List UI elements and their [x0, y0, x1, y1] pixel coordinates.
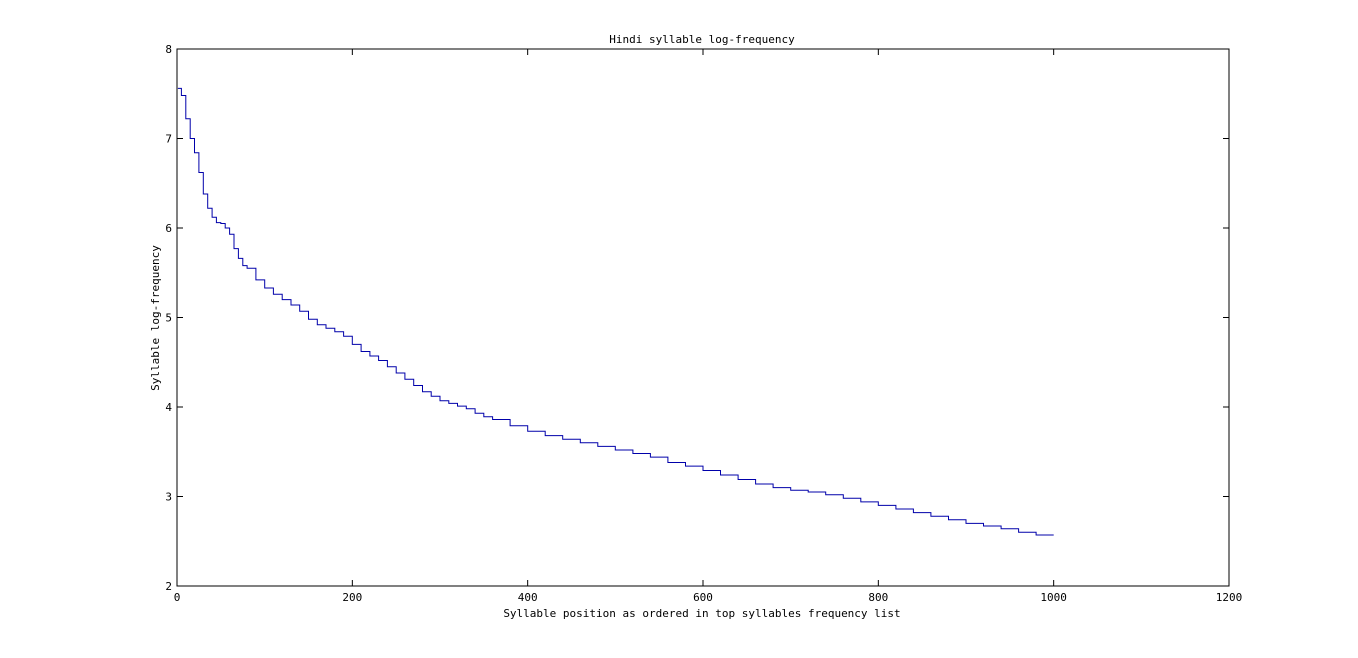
x-tick-label: 200 [342, 591, 362, 604]
x-tick-label: 600 [693, 591, 713, 604]
x-tick-label: 1000 [1040, 591, 1067, 604]
x-tick-label: 1200 [1216, 591, 1243, 604]
y-tick-label: 5 [165, 312, 172, 325]
axes-box [176, 48, 1230, 587]
x-axis-label: Syllable position as ordered in top syll… [503, 607, 900, 620]
y-tick-labels: 2 3 4 5 6 7 8 [165, 43, 172, 593]
plot-area [177, 87, 1054, 536]
y-tick-label: 6 [165, 222, 172, 235]
y-tick-label: 8 [165, 43, 172, 56]
x-tick-label: 0 [174, 591, 181, 604]
y-tick-label: 2 [165, 580, 172, 593]
y-tick-label: 4 [165, 401, 172, 414]
y-tick-label: 3 [165, 491, 172, 504]
y-tick-label: 7 [165, 133, 172, 146]
chart-title: Hindi syllable log-frequency [609, 33, 795, 46]
x-tick-labels: 0 200 400 600 800 1000 1200 [174, 591, 1243, 604]
series-line [177, 87, 1054, 536]
axis-ticks [176, 48, 1230, 587]
x-tick-label: 400 [518, 591, 538, 604]
x-tick-label: 800 [868, 591, 888, 604]
y-axis-label: Syllable log-frequency [149, 245, 162, 391]
